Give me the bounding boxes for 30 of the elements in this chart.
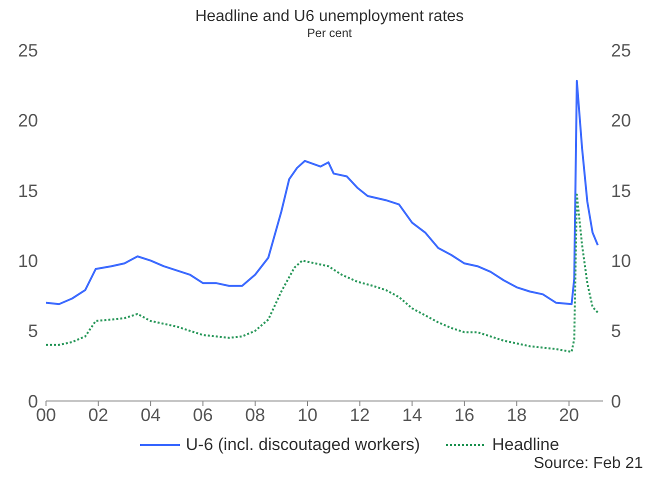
x-tick-label: 06 <box>192 404 213 425</box>
x-tick-label: 00 <box>36 404 56 425</box>
x-tick-label: 02 <box>88 404 108 425</box>
legend-label: Headline <box>491 435 560 455</box>
x-tick-label: 18 <box>506 404 527 425</box>
line-series <box>46 80 599 306</box>
x-tick-label: 12 <box>350 404 370 425</box>
y-tick-label: 25 <box>18 40 38 60</box>
y-tick-label: 5 <box>28 321 38 342</box>
x-tick-label: 16 <box>454 404 474 425</box>
y2-tick-label: 5 <box>611 321 622 342</box>
x-tick-label: 14 <box>402 404 422 425</box>
legend-label: U-6 (incl. discoutaged workers) <box>184 435 420 455</box>
chart-title: Headline and U6 unemployment rates <box>194 8 465 26</box>
chart-subtitle: Per cent <box>306 26 353 40</box>
source-note: Source: Feb 21 <box>532 455 643 473</box>
y2-tick-label: 10 <box>611 250 632 271</box>
line-series <box>46 194 599 353</box>
y2-tick-label: 0 <box>611 391 622 412</box>
y-tick-label: 0 <box>28 391 38 412</box>
x-tick-label: 10 <box>297 404 318 425</box>
y-tick-label: 20 <box>18 110 38 131</box>
x-tick-label: 20 <box>558 404 580 425</box>
y2-tick-label: 15 <box>611 180 632 201</box>
y-tick-label: 10 <box>18 250 38 271</box>
y-tick-label: 15 <box>18 180 38 201</box>
x-tick-label: 04 <box>140 404 161 425</box>
x-tick-label: 08 <box>245 404 266 425</box>
y2-tick-label: 25 <box>611 40 632 60</box>
y2-tick-label: 20 <box>611 110 632 131</box>
